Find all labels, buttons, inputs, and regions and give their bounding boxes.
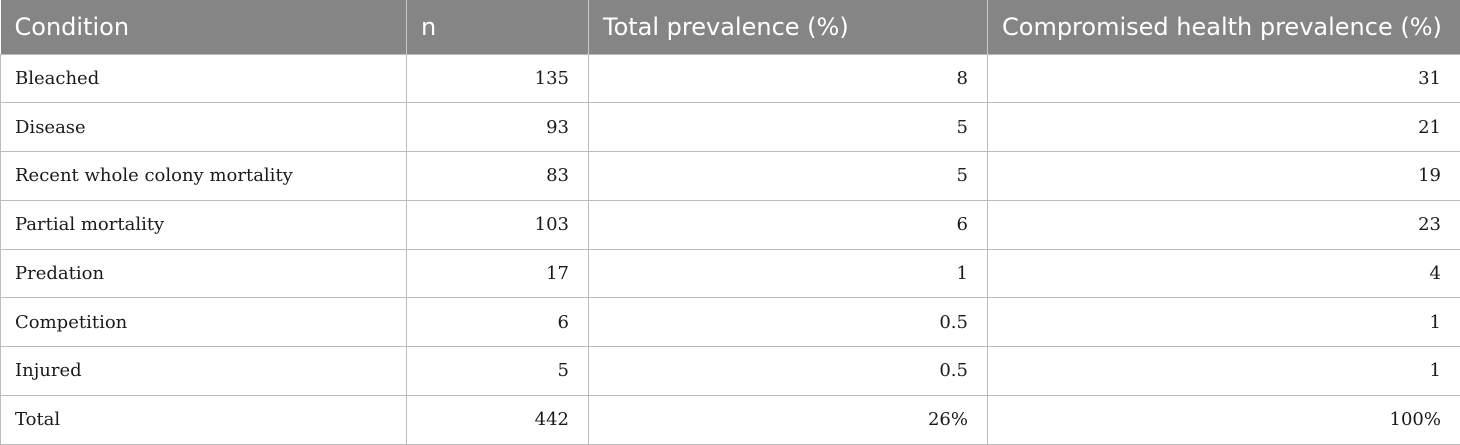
n-cell: 135	[407, 54, 589, 103]
table-body: Bleached 135 8 31 Disease 93 5 21 Recent…	[1, 54, 1460, 444]
condition-cell: Partial mortality	[1, 200, 407, 249]
n-cell: 5	[407, 347, 589, 396]
n-cell: 93	[407, 103, 589, 152]
column-header-condition: Condition	[1, 0, 407, 54]
n-cell: 83	[407, 152, 589, 201]
condition-cell: Bleached	[1, 54, 407, 103]
condition-cell: Competition	[1, 298, 407, 347]
n-cell: 17	[407, 249, 589, 298]
compromised-prevalence-cell: 1	[988, 298, 1460, 347]
table-row-total: Total 442 26% 100%	[1, 395, 1460, 444]
condition-cell: Total	[1, 395, 407, 444]
n-cell: 103	[407, 200, 589, 249]
table-row: Competition 6 0.5 1	[1, 298, 1460, 347]
table-row: Bleached 135 8 31	[1, 54, 1460, 103]
compromised-prevalence-cell: 1	[988, 347, 1460, 396]
condition-cell: Disease	[1, 103, 407, 152]
table-row: Partial mortality 103 6 23	[1, 200, 1460, 249]
total-prevalence-cell: 0.5	[589, 298, 988, 347]
table-row: Injured 5 0.5 1	[1, 347, 1460, 396]
table-row: Predation 17 1 4	[1, 249, 1460, 298]
compromised-prevalence-cell: 19	[988, 152, 1460, 201]
compromised-prevalence-cell: 4	[988, 249, 1460, 298]
column-header-compromised-prevalence: Compromised health prevalence (%)	[988, 0, 1460, 54]
total-prevalence-cell: 5	[589, 103, 988, 152]
total-prevalence-cell: 5	[589, 152, 988, 201]
condition-cell: Predation	[1, 249, 407, 298]
table-row: Disease 93 5 21	[1, 103, 1460, 152]
condition-cell: Recent whole colony mortality	[1, 152, 407, 201]
total-prevalence-cell: 6	[589, 200, 988, 249]
total-prevalence-cell: 26%	[589, 395, 988, 444]
header-row: Condition n Total prevalence (%) Comprom…	[1, 0, 1460, 54]
table-row: Recent whole colony mortality 83 5 19	[1, 152, 1460, 201]
total-prevalence-cell: 1	[589, 249, 988, 298]
compromised-prevalence-cell: 23	[988, 200, 1460, 249]
n-cell: 442	[407, 395, 589, 444]
compromised-prevalence-cell: 21	[988, 103, 1460, 152]
compromised-prevalence-cell: 31	[988, 54, 1460, 103]
total-prevalence-cell: 8	[589, 54, 988, 103]
column-header-total-prevalence: Total prevalence (%)	[589, 0, 988, 54]
n-cell: 6	[407, 298, 589, 347]
total-prevalence-cell: 0.5	[589, 347, 988, 396]
compromised-prevalence-cell: 100%	[988, 395, 1460, 444]
condition-cell: Injured	[1, 347, 407, 396]
column-header-n: n	[407, 0, 589, 54]
table-header: Condition n Total prevalence (%) Comprom…	[1, 0, 1460, 54]
